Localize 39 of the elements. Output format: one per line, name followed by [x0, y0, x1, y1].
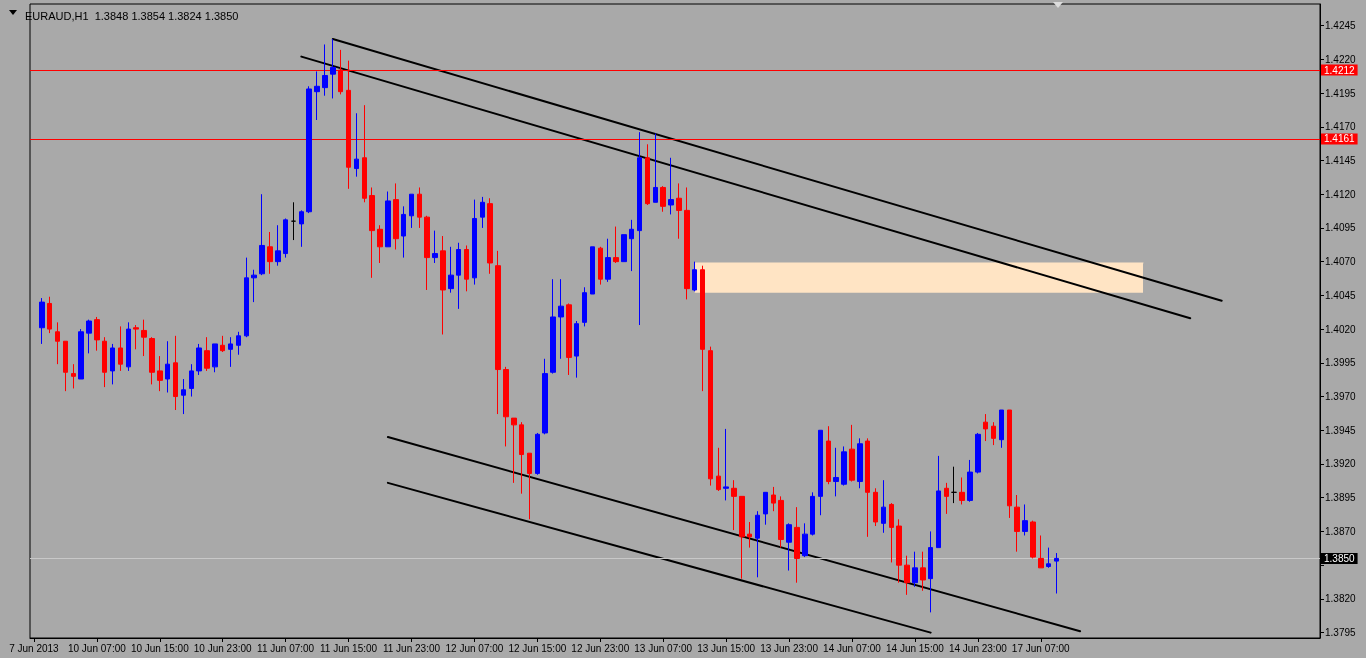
x-tick-label: 12 Jun 15:00 — [508, 642, 567, 654]
x-tick-label: 13 Jun 23:00 — [760, 642, 819, 654]
y-tick-label: 1.3920 — [1325, 458, 1357, 470]
ref-line-label: 1.3850 — [1324, 552, 1356, 564]
y-tick-label: 1.4070 — [1325, 256, 1357, 268]
ref-line-label: 1.4212 — [1324, 64, 1356, 76]
x-tick-label: 11 Jun 15:00 — [320, 642, 378, 654]
x-tick-label: 10 Jun 07:00 — [67, 642, 127, 654]
x-tick-label: 17 Jun 07:00 — [1011, 642, 1071, 654]
y-tick-label: 1.3895 — [1325, 492, 1357, 504]
y-tick-label: 1.3870 — [1325, 525, 1357, 537]
y-tick-label: 1.3795 — [1325, 627, 1357, 639]
x-tick-label: 10 Jun 23:00 — [193, 642, 253, 654]
y-tick-label: 1.3995 — [1325, 357, 1357, 369]
x-tick-label: 13 Jun 07:00 — [634, 642, 693, 654]
x-tick-label: 13 Jun 15:00 — [697, 642, 756, 654]
ref-line-label: 1.4161 — [1324, 133, 1356, 145]
x-tick-label: 10 Jun 15:00 — [130, 642, 190, 654]
x-tick-label: 14 Jun 07:00 — [823, 642, 882, 654]
y-tick-label: 1.4145 — [1325, 154, 1357, 166]
y-tick-label: 1.4045 — [1325, 289, 1357, 301]
y-tick-label: 1.4220 — [1325, 53, 1357, 65]
y-tick-label: 1.4245 — [1325, 20, 1357, 32]
x-tick-label: 12 Jun 23:00 — [571, 642, 630, 654]
y-tick-label: 1.4170 — [1325, 121, 1357, 133]
x-tick-label: 14 Jun 23:00 — [948, 642, 1008, 654]
x-tick-label: 11 Jun 07:00 — [257, 642, 315, 654]
y-tick-label: 1.3970 — [1325, 391, 1357, 403]
x-tick-label: 14 Jun 15:00 — [885, 642, 945, 654]
x-tick-label: 12 Jun 07:00 — [445, 642, 504, 654]
x-tick-label: 11 Jun 23:00 — [382, 642, 441, 654]
x-tick-label: 7 Jun 2013 — [9, 642, 60, 654]
y-tick-label: 1.4120 — [1325, 188, 1357, 200]
y-tick-label: 1.3820 — [1325, 593, 1357, 605]
y-tick-label: 1.4095 — [1325, 222, 1357, 234]
y-tick-label: 1.3945 — [1325, 424, 1357, 436]
text: EURAUD,H1 1.3848 1.3854 1.3824 1.3850 — [25, 9, 239, 22]
y-tick-label: 1.4195 — [1325, 87, 1357, 99]
y-tick-label: 1.4020 — [1325, 323, 1357, 335]
